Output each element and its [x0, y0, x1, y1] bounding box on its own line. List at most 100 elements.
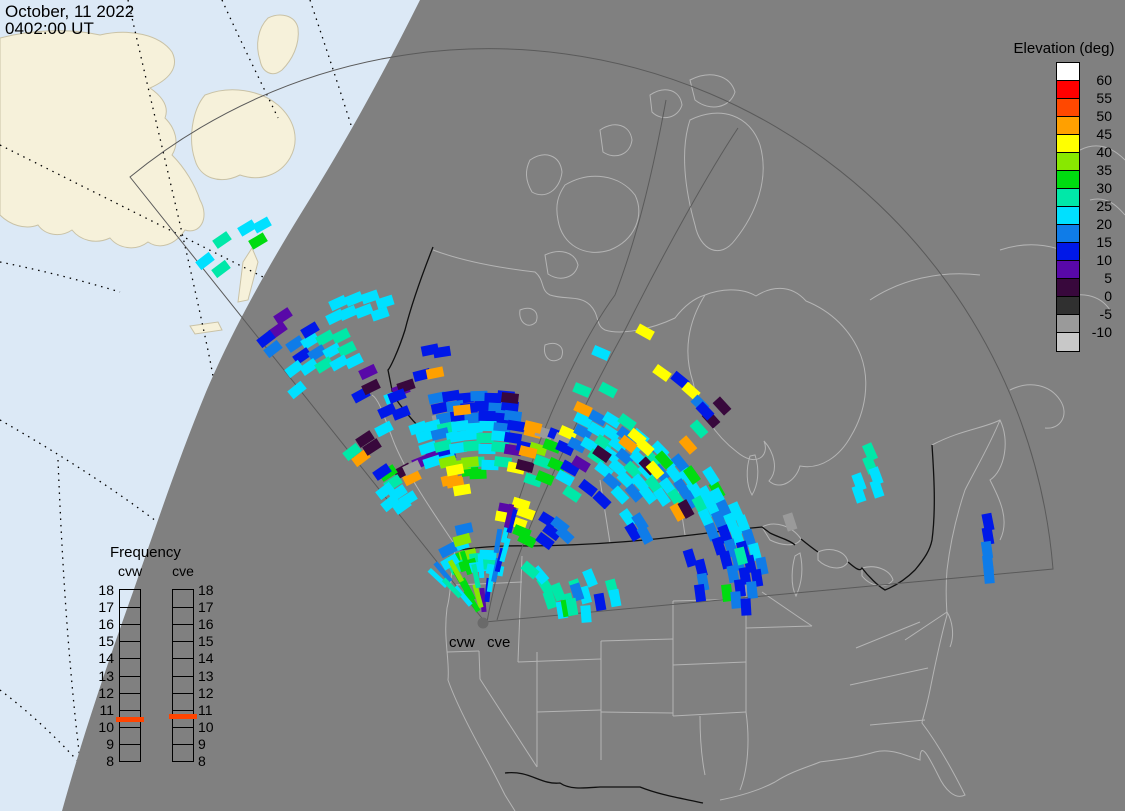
scatter-cell	[689, 419, 709, 439]
scatter-cell	[670, 370, 690, 390]
scatter-cell	[729, 526, 745, 546]
coast-sliver-2	[189, 321, 223, 335]
scatter-cell	[678, 435, 698, 455]
frequency-scale-label: 16	[198, 616, 214, 633]
scatter-cell	[391, 405, 411, 421]
frequency-tick	[120, 624, 140, 626]
scatter-cell	[402, 469, 422, 487]
scatter-cell	[374, 420, 394, 438]
scatter-cell	[447, 559, 465, 583]
scatter-cell	[578, 478, 598, 498]
scatter-cell	[380, 493, 400, 513]
scatter-cell	[721, 583, 733, 603]
scatter-cell	[569, 582, 585, 602]
scatter-cell	[273, 307, 293, 325]
scatter-cell	[477, 553, 485, 579]
scatter-cell	[285, 335, 305, 353]
scatter-cell	[542, 438, 562, 454]
scatter-cell	[435, 411, 455, 425]
scatter-cell	[344, 291, 364, 307]
scatter-cell	[719, 550, 733, 570]
scatter-cell	[263, 339, 283, 359]
scatter-cell	[593, 592, 607, 612]
scatter-cell	[506, 508, 518, 534]
frequency-scale-label: 8	[106, 753, 114, 769]
frequency-tick	[120, 658, 140, 660]
scatter-cell	[452, 483, 472, 497]
scatter-cell	[479, 420, 497, 432]
scatter-cell	[555, 525, 575, 545]
scatter-cell	[683, 465, 701, 485]
scatter-cell	[567, 436, 587, 454]
scatter-cell	[635, 323, 655, 341]
scatter-cell	[740, 598, 752, 616]
scatter-cell	[493, 456, 513, 468]
frequency-tick	[120, 641, 140, 643]
scatter-cell	[580, 605, 592, 623]
frequency-scale-label: 13	[98, 667, 114, 684]
scatter-cell	[726, 564, 740, 584]
scatter-cell	[499, 537, 511, 563]
scatter-cell	[470, 390, 488, 402]
scatter-cell	[746, 580, 758, 600]
scatter-cell	[851, 484, 867, 504]
elevation-color-cell	[1057, 171, 1079, 189]
scatter-cell	[617, 413, 637, 431]
scatter-cell	[693, 583, 707, 603]
scatter-cell	[450, 419, 470, 433]
frequency-scale-label: 13	[198, 667, 214, 684]
scatter-cell	[463, 440, 481, 452]
scatter-cell	[638, 485, 658, 505]
scatter-cell	[433, 561, 453, 583]
frequency-scale-label: 9	[106, 735, 114, 752]
scatter-cell	[387, 388, 407, 404]
frequency-scale-label: 15	[98, 633, 114, 650]
elevation-color-cell	[1057, 153, 1079, 171]
scatter-cell	[337, 340, 357, 358]
scatter-cell	[573, 411, 593, 429]
scatter-cell	[461, 429, 479, 441]
scatter-cell	[402, 459, 422, 477]
scatter-cell	[868, 466, 884, 486]
scatter-cell	[861, 442, 879, 462]
scatter-cell	[592, 445, 612, 463]
alaska-south-lobe	[191, 89, 296, 180]
land-patch-ne	[257, 14, 299, 75]
alaska-landmass	[0, 30, 205, 249]
scatter-cell	[555, 469, 575, 487]
scatter-cell	[500, 392, 520, 404]
elevation-tick-label: 20	[1096, 216, 1112, 232]
frequency-scale-label: 18	[98, 582, 114, 598]
elevation-color-cell	[1057, 225, 1079, 243]
frequency-radar-label-cvw: cvw	[117, 563, 143, 579]
scatter-cell	[415, 428, 435, 444]
scatter-cell	[372, 463, 392, 481]
scatter-cell	[422, 454, 442, 470]
scatter-cell	[635, 437, 655, 457]
elevation-tick-label: 30	[1096, 180, 1112, 196]
scatter-cell	[484, 392, 502, 404]
scatter-cell	[535, 531, 555, 551]
elevation-color-cell	[1057, 243, 1079, 261]
scatter-cell	[212, 231, 232, 249]
scatter-cell	[717, 524, 733, 544]
scatter-cell	[463, 589, 481, 613]
frequency-legend-title: Frequency	[110, 544, 181, 561]
scatter-cell	[358, 363, 378, 381]
scatter-cell	[427, 391, 447, 405]
frequency-tick	[173, 641, 193, 643]
scatter-cell	[503, 503, 515, 529]
scatter-cell	[571, 455, 591, 473]
scatter-cell	[430, 401, 450, 415]
frequency-tick	[120, 692, 140, 694]
scatter-cell	[702, 466, 720, 486]
scatter-cell	[377, 402, 397, 420]
scatter-cell	[562, 485, 582, 503]
scatter-cell	[287, 380, 307, 400]
frequency-tick	[173, 624, 193, 626]
date-label: October, 11 2022	[5, 2, 135, 21]
elevation-color-cell	[1057, 99, 1079, 117]
scatter-cell	[735, 514, 751, 534]
scatter-cell	[591, 345, 611, 361]
